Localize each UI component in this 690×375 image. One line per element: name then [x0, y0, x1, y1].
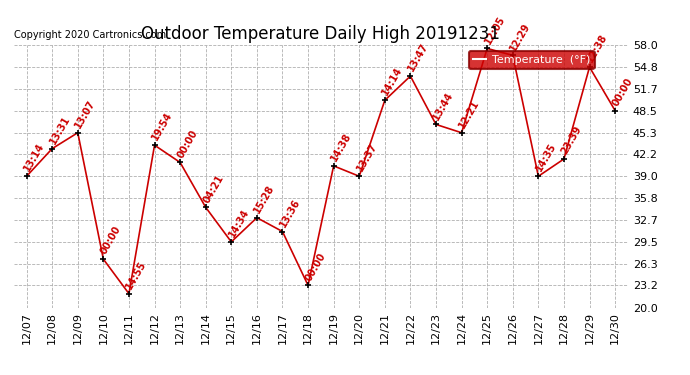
Text: 13:07: 13:07 — [73, 98, 97, 130]
Text: 00:00: 00:00 — [611, 76, 635, 108]
Text: Copyright 2020 Cartronics.com: Copyright 2020 Cartronics.com — [14, 30, 166, 40]
Text: 19:54: 19:54 — [150, 111, 174, 142]
Text: 13:37: 13:37 — [355, 142, 379, 174]
Text: 04:21: 04:21 — [201, 173, 226, 204]
Text: 13:47: 13:47 — [406, 42, 430, 73]
Text: 13:36: 13:36 — [278, 197, 302, 229]
Text: 12:21: 12:21 — [457, 98, 481, 130]
Text: 14:55: 14:55 — [124, 259, 148, 291]
Text: 12:29: 12:29 — [509, 21, 533, 53]
Text: 12:05: 12:05 — [483, 14, 507, 46]
Text: 14:38: 14:38 — [329, 131, 353, 163]
Text: 23:39: 23:39 — [560, 124, 584, 156]
Text: 14:34: 14:34 — [227, 207, 251, 239]
Legend: Temperature  (°F): Temperature (°F) — [469, 51, 595, 69]
Text: 14:14: 14:14 — [380, 66, 404, 98]
Text: 14:35: 14:35 — [534, 142, 558, 174]
Text: 00:00: 00:00 — [304, 251, 328, 283]
Text: 13:14: 13:14 — [22, 142, 46, 174]
Text: 13:44: 13:44 — [431, 90, 455, 122]
Title: Outdoor Temperature Daily High 20191231: Outdoor Temperature Daily High 20191231 — [141, 26, 500, 44]
Text: 13:31: 13:31 — [48, 114, 72, 146]
Text: 00:00: 00:00 — [176, 128, 200, 160]
Text: 00:00: 00:00 — [99, 225, 123, 256]
Text: 12:38: 12:38 — [585, 32, 609, 64]
Text: 15:28: 15:28 — [253, 183, 277, 215]
